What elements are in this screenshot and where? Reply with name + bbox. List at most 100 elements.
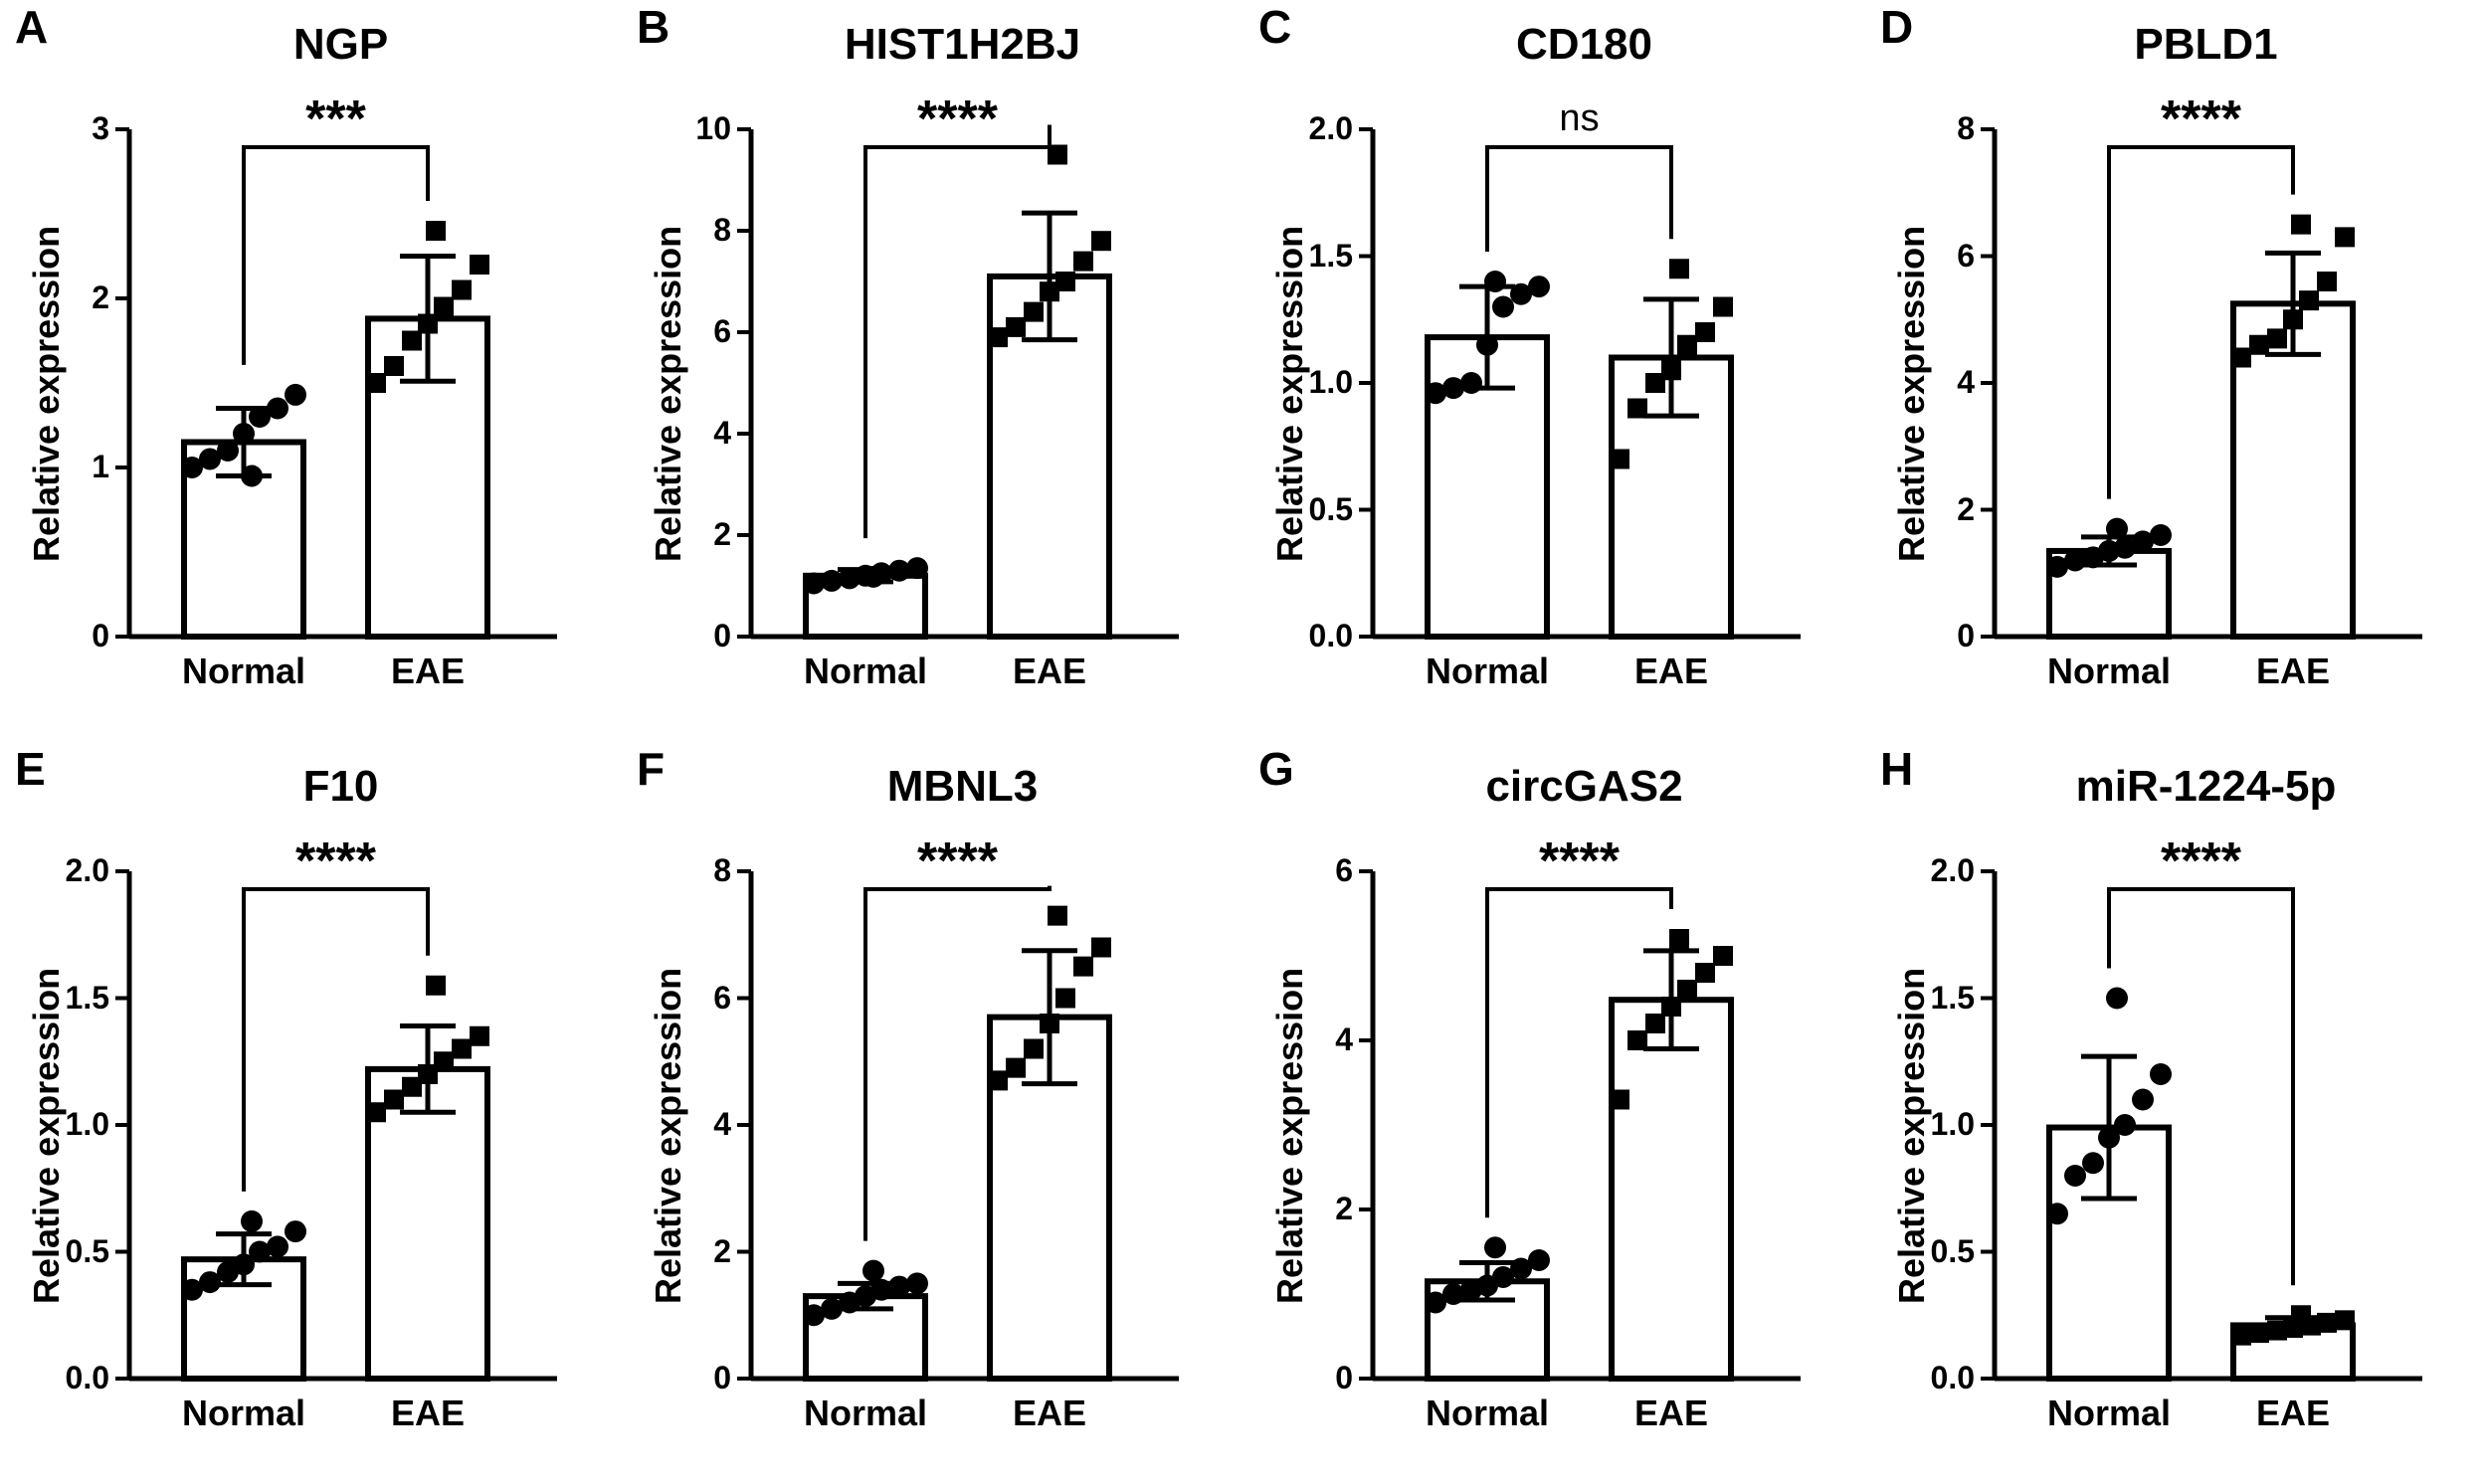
data-point-eae (1048, 144, 1067, 165)
y-tick-label: 6 (1335, 852, 1353, 888)
y-tick-label: 0.5 (1308, 490, 1353, 527)
data-point-eae (470, 1025, 489, 1046)
chart-title: HIST1H2BJ (844, 20, 1081, 69)
x-category-label: Normal (2046, 1392, 2172, 1433)
y-axis-label: Relative expression (1891, 225, 1932, 562)
x-category-label: Normal (1425, 650, 1550, 691)
y-tick-label: 0.5 (1930, 1232, 1975, 1269)
y-tick-label: 4 (713, 1106, 731, 1142)
data-point-normal (1460, 372, 1482, 394)
data-point-eae (418, 313, 438, 334)
x-category-label: EAE (1012, 1392, 1087, 1433)
data-point-eae (1091, 937, 1111, 958)
chart-plot (1359, 869, 1801, 1382)
x-category-label: Normal (1425, 1392, 1550, 1433)
data-point-eae (1091, 231, 1111, 252)
panel-letter: D (1880, 1, 1914, 53)
y-tick-label: 2 (713, 516, 731, 552)
significance-label: **** (1539, 833, 1620, 890)
y-tick-label: 10 (695, 110, 731, 146)
data-point-eae (2267, 1320, 2287, 1341)
data-point-eae (1048, 905, 1067, 926)
data-point-eae (2267, 328, 2287, 349)
y-tick-label: 2 (1957, 490, 1975, 527)
data-point-normal (267, 1235, 288, 1258)
data-point-eae (2335, 1310, 2355, 1331)
data-point-normal (2132, 530, 2154, 553)
x-category-label: EAE (1633, 1392, 1709, 1433)
chart-panel-a: 0 1 2 3 Normal EAE *** NGP A Relative expression (0, 0, 622, 742)
data-point-eae (2317, 1312, 2337, 1333)
y-tick-label: 0 (713, 1360, 731, 1395)
chart-panel-e: 0.0 0.5 1.0 1.5 2.0 Normal EAE **** F10 E Relative… (0, 742, 622, 1484)
data-point-eae (2231, 347, 2251, 368)
data-point-eae (1661, 997, 1681, 1017)
data-point-normal (1425, 1291, 1446, 1314)
data-point-eae (1661, 360, 1681, 381)
significance-bracket (2107, 145, 2295, 499)
data-point-eae (452, 1038, 472, 1059)
data-point-eae (402, 330, 422, 351)
data-point-normal (2150, 524, 2172, 546)
data-point-normal (2132, 1088, 2154, 1111)
data-point-normal (2114, 1114, 2136, 1136)
data-point-normal (1484, 271, 1506, 292)
data-point-normal (821, 569, 843, 592)
data-point-normal (199, 448, 221, 470)
data-point-normal (1528, 1249, 1550, 1271)
y-axis-label: Relative expression (26, 225, 67, 562)
significance-label: **** (2161, 91, 2241, 148)
y-tick-label: 2.0 (1308, 110, 1353, 146)
data-point-normal (888, 559, 910, 582)
data-point-normal (249, 1240, 271, 1263)
y-tick-label: 0 (1957, 618, 1975, 653)
data-point-eae (2291, 214, 2311, 235)
y-tick-label: 2 (1335, 1191, 1353, 1226)
y-tick-label: 2 (713, 1232, 731, 1269)
data-point-eae (1627, 398, 1647, 419)
data-point-eae (1610, 449, 1629, 469)
chart-plot (1981, 127, 2422, 640)
significance-bracket (863, 885, 1052, 1241)
data-point-normal (1442, 1283, 1464, 1305)
data-point-eae (1073, 251, 1093, 272)
data-point-eae (418, 1064, 438, 1084)
chart-plot (115, 127, 557, 640)
data-point-eae (1713, 296, 1733, 317)
y-tick-label: 0.0 (1308, 618, 1353, 653)
data-point-normal (1492, 295, 1514, 318)
bar-eae (2230, 300, 2356, 640)
data-point-eae (2249, 334, 2269, 355)
significance-bracket (242, 887, 430, 1192)
data-point-eae (2299, 290, 2319, 311)
x-category-label: Normal (803, 1392, 928, 1433)
data-point-eae (1040, 1014, 1059, 1033)
panel-letter: B (637, 1, 670, 53)
data-point-eae (1024, 301, 1044, 322)
data-point-eae (988, 327, 1008, 348)
y-tick-label: 4 (1335, 1021, 1353, 1057)
data-point-eae (366, 1102, 386, 1123)
data-point-normal (199, 1271, 221, 1294)
data-point-normal (181, 457, 203, 478)
data-point-eae (1695, 963, 1715, 983)
chart-title: PBLD1 (2134, 20, 2278, 69)
y-tick-label: 4 (713, 415, 731, 451)
y-tick-label: 0.5 (65, 1232, 109, 1269)
data-point-normal (241, 464, 263, 487)
x-category-label: EAE (1633, 650, 1709, 691)
significance-label: *** (305, 91, 366, 148)
y-tick-label: 2 (92, 279, 109, 315)
data-point-normal (233, 1253, 255, 1276)
data-point-normal (2106, 987, 2128, 1010)
x-category-label: Normal (803, 650, 928, 691)
y-tick-label: 4 (1957, 364, 1975, 400)
data-point-normal (2150, 1063, 2172, 1085)
chart-panel-d: 0 2 4 6 8 Normal EAE **** PBLD1 D Relative express… (1865, 0, 2487, 742)
data-point-normal (285, 383, 306, 406)
data-point-normal (1476, 333, 1498, 356)
chart-panel-g: 0 2 4 6 Normal EAE **** circGAS2 G Relative expre… (1244, 742, 1865, 1484)
data-point-eae (434, 1051, 454, 1072)
data-point-eae (1610, 1089, 1629, 1110)
chart-title: miR-1224-5p (2075, 762, 2337, 811)
